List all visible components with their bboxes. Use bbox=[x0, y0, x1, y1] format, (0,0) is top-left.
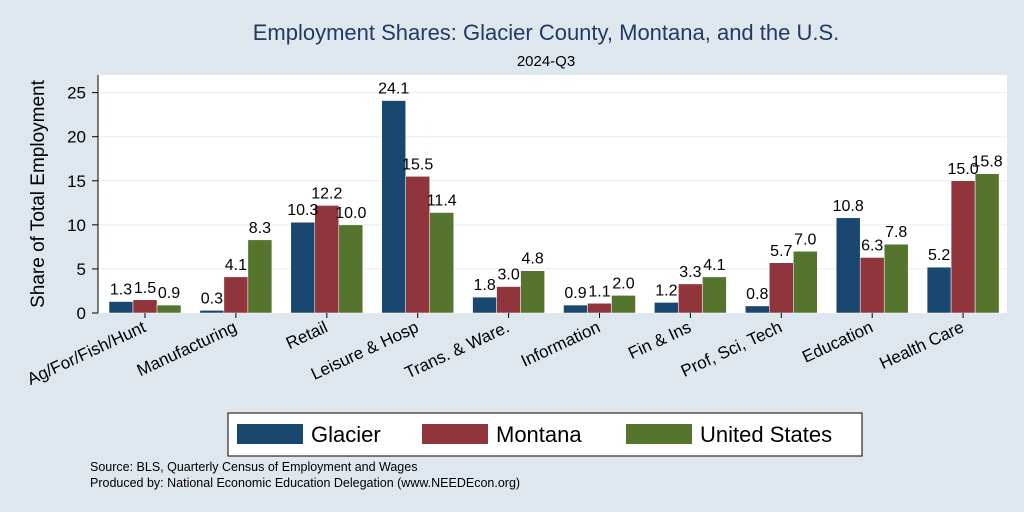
data-label: 1.3 bbox=[110, 282, 132, 299]
data-label: 5.7 bbox=[770, 243, 792, 260]
bar-glacier bbox=[199, 310, 225, 314]
data-labels: 1.3 1.5 0.9 0.34.18.310.312.210.024.115.511… bbox=[110, 81, 1003, 308]
bar-glacier bbox=[381, 100, 406, 314]
x-category-label: Information bbox=[518, 317, 603, 370]
bar-united-states bbox=[429, 212, 454, 314]
bar-glacier bbox=[290, 221, 316, 314]
bar-glacier bbox=[563, 304, 588, 314]
legend-label: Glacier bbox=[311, 422, 381, 447]
bar-united-states bbox=[883, 243, 909, 314]
data-label: 10.8 bbox=[833, 198, 864, 215]
x-category-label: Ag/For/Fish/Hunt bbox=[24, 317, 149, 389]
data-label: 7.8 bbox=[885, 224, 907, 241]
bar-united-states bbox=[247, 239, 273, 314]
x-category-label: Manufacturing bbox=[134, 317, 240, 380]
bar-montana bbox=[223, 276, 249, 314]
y-tick-label: 10 bbox=[67, 216, 86, 235]
bars bbox=[108, 100, 1000, 314]
data-label: 24.1 bbox=[378, 81, 409, 98]
legend-label: Montana bbox=[496, 422, 582, 447]
data-label: 10.3 bbox=[287, 202, 318, 219]
y-tick-label: 5 bbox=[77, 260, 86, 279]
legend-box bbox=[227, 412, 863, 457]
bar-glacier bbox=[745, 305, 770, 314]
legend-swatch-montana bbox=[422, 424, 488, 444]
x-category-label: Retail bbox=[283, 317, 330, 353]
x-category-label: Prof, Sci, Tech bbox=[678, 317, 785, 380]
data-label: 0.3 bbox=[201, 290, 223, 307]
data-label: 1.8 bbox=[473, 277, 495, 294]
data-label: 2.0 bbox=[612, 275, 634, 292]
bar-montana bbox=[950, 180, 976, 314]
bar-montana bbox=[587, 303, 612, 314]
data-label: 11.4 bbox=[427, 193, 457, 210]
y-axis-ticks: 0 5 10 15 20 25 bbox=[67, 84, 98, 323]
data-label: 15.0 bbox=[948, 161, 979, 178]
bar-montana bbox=[678, 283, 703, 314]
bar-montana bbox=[405, 176, 430, 314]
data-label: 4.8 bbox=[521, 251, 543, 268]
chart-title: Employment Shares: Glacier County, Monta… bbox=[253, 20, 840, 45]
data-label: 12.2 bbox=[311, 185, 342, 202]
bar-montana bbox=[314, 205, 340, 314]
x-category-label: Fin & Ins bbox=[625, 317, 694, 363]
bar-united-states bbox=[338, 224, 364, 314]
bar-glacier bbox=[926, 266, 952, 314]
legend-label: United States bbox=[700, 422, 832, 447]
y-tick-label: 20 bbox=[67, 128, 86, 147]
data-label: 0.9 bbox=[564, 285, 586, 302]
chart-subtitle: 2024-Q3 bbox=[517, 53, 575, 70]
bar-glacier bbox=[835, 217, 861, 314]
y-axis-title: Share of Total Employment bbox=[28, 79, 49, 307]
bar-united-states bbox=[611, 295, 636, 314]
bar-glacier bbox=[108, 301, 134, 314]
bar-montana bbox=[496, 286, 521, 314]
legend-swatch-united-states bbox=[626, 424, 692, 444]
data-label: 0.8 bbox=[746, 286, 768, 303]
bar-montana bbox=[859, 257, 885, 314]
bar-montana bbox=[132, 299, 158, 314]
data-label: 15.5 bbox=[402, 156, 433, 173]
data-label: 1.1 bbox=[588, 283, 610, 300]
data-label: 4.1 bbox=[703, 257, 725, 274]
bar-united-states bbox=[156, 304, 182, 314]
y-tick-label: 15 bbox=[67, 172, 86, 191]
data-label: 7.0 bbox=[794, 231, 816, 248]
bar-glacier bbox=[654, 302, 679, 314]
data-label: 1.2 bbox=[655, 282, 677, 299]
data-label: 3.3 bbox=[679, 264, 701, 281]
data-label: 3.0 bbox=[497, 267, 519, 284]
bar-glacier bbox=[472, 296, 497, 314]
bar-united-states bbox=[793, 251, 818, 314]
data-label: 4.1 bbox=[225, 257, 247, 274]
x-category-label: Trans. & Ware. bbox=[402, 317, 512, 382]
data-label: 10.0 bbox=[335, 205, 366, 222]
y-tick-label: 25 bbox=[67, 84, 86, 103]
x-category-label: Education bbox=[799, 317, 876, 366]
data-label: 0.9 bbox=[158, 285, 180, 302]
data-label: 15.8 bbox=[972, 154, 1003, 171]
bar-montana bbox=[769, 262, 794, 314]
data-label: 6.3 bbox=[861, 237, 883, 254]
producer-note: Produced by: National Economic Education… bbox=[90, 476, 520, 490]
x-category-label: Health Care bbox=[877, 317, 967, 373]
bar-united-states bbox=[974, 173, 1000, 314]
data-label: 8.3 bbox=[249, 220, 271, 237]
legend-swatch-glacier bbox=[237, 424, 303, 444]
bar-united-states bbox=[702, 276, 727, 314]
y-tick-label: 0 bbox=[77, 304, 86, 323]
data-label: 1.5 bbox=[134, 280, 156, 297]
source-note: Source: BLS, Quarterly Census of Employm… bbox=[90, 460, 417, 474]
bar-united-states bbox=[520, 270, 545, 314]
legend: Glacier Montana United States bbox=[227, 412, 863, 457]
data-label: 5.2 bbox=[928, 247, 950, 264]
